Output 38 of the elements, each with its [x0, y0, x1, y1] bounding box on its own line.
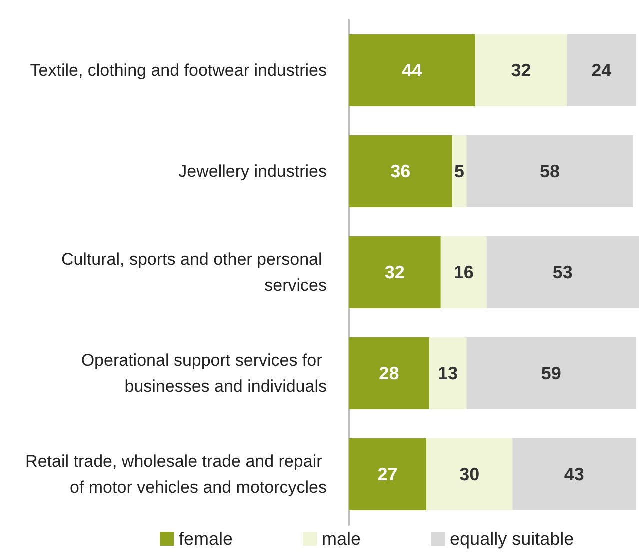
y-tick-label: Cultural, sports and other personal services	[61, 250, 327, 295]
y-tick-label: Textile, clothing and footwear industries	[30, 61, 327, 80]
data-label: 59	[541, 364, 562, 384]
data-label: 27	[378, 464, 398, 484]
bar	[466, 338, 636, 410]
bar	[426, 438, 513, 510]
bar	[486, 236, 639, 308]
data-label: 36	[390, 162, 411, 182]
bar	[475, 34, 568, 106]
bar	[349, 136, 452, 208]
data-label: 43	[564, 464, 584, 484]
legend-label: equally suitable	[450, 529, 574, 549]
data-label: 58	[540, 162, 560, 182]
y-tick-label: Retail trade, wholesale trade and repair of motor vehicles and motorcycles	[26, 452, 327, 497]
data-label: 28	[379, 364, 400, 384]
y-tick-label: Operational support services for businesses and individuals	[81, 351, 327, 396]
bar	[567, 34, 636, 106]
bar	[466, 136, 634, 208]
bar	[349, 438, 427, 510]
bar	[429, 338, 467, 410]
y-tick-label: Jewellery industries	[178, 162, 327, 181]
bar	[349, 236, 441, 308]
data-label: 44	[402, 60, 422, 80]
bar	[452, 136, 467, 208]
data-label: 24	[592, 60, 612, 80]
data-label: 53	[552, 262, 573, 282]
data-label: 5	[454, 162, 465, 182]
legend-label: female	[179, 529, 234, 549]
data-label: 32	[511, 60, 532, 80]
legend-label: male	[322, 529, 362, 549]
data-label: 16	[454, 262, 474, 282]
bar	[349, 34, 476, 106]
bar	[440, 236, 487, 308]
data-label: 30	[460, 464, 480, 484]
data-label: 32	[384, 262, 405, 282]
bar	[512, 438, 636, 510]
bar	[349, 338, 430, 410]
data-label: 13	[438, 364, 458, 384]
